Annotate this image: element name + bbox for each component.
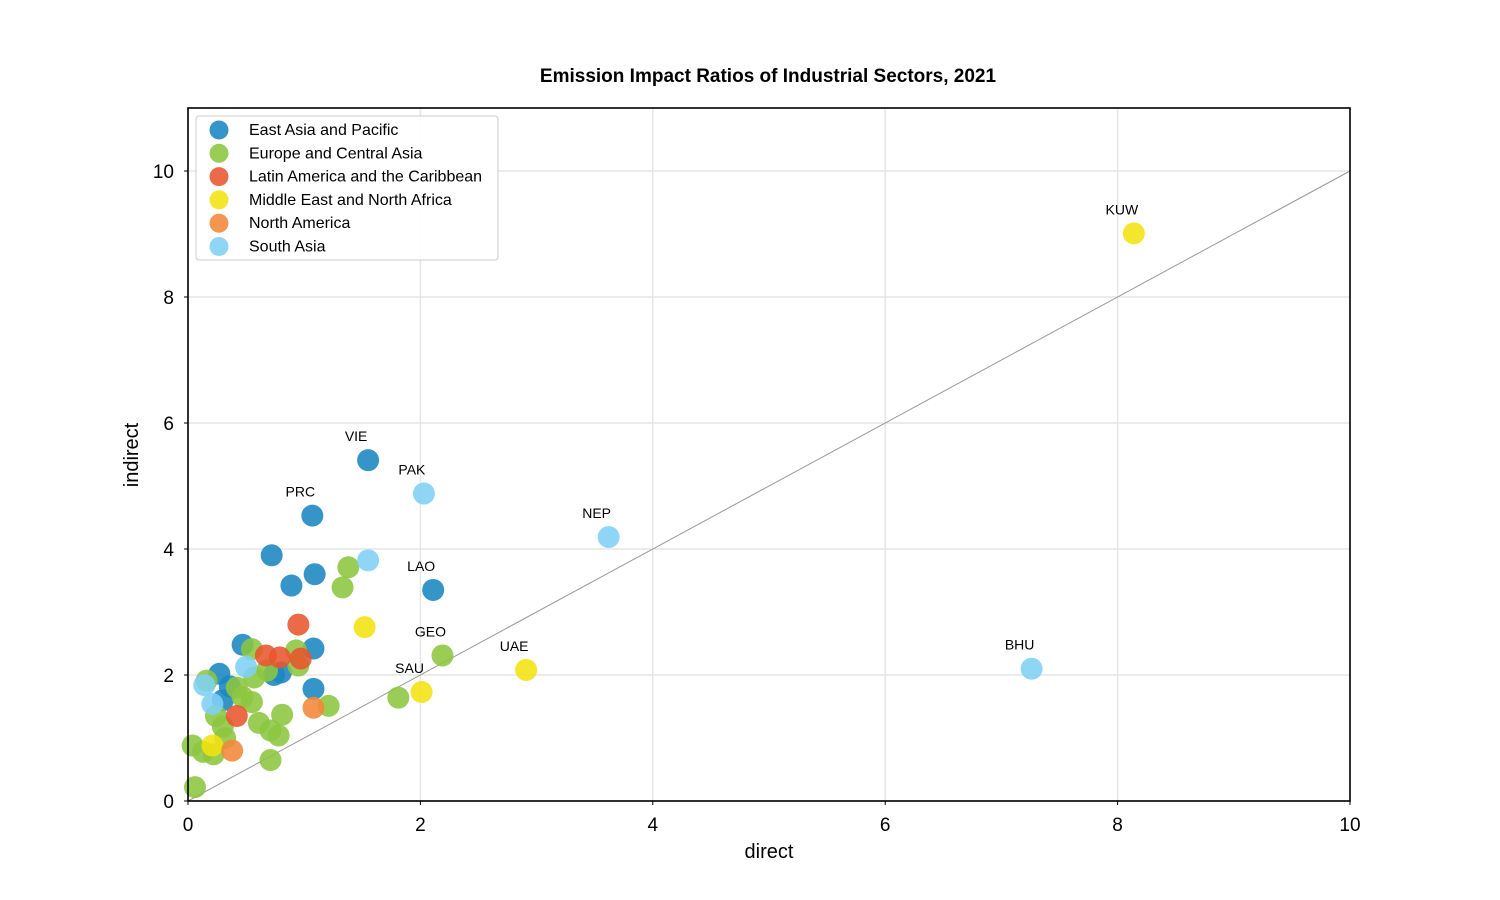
point-label-sau: SAU (395, 660, 424, 676)
legend-label-5: South Asia (249, 239, 326, 256)
x-tick-label-3: 6 (880, 815, 891, 836)
point-s0-1 (301, 504, 324, 527)
point-s3-2 (410, 681, 433, 704)
point-label-vie: VIE (345, 428, 368, 444)
point-label-prc: PRC (286, 484, 316, 500)
point-s0-5 (280, 574, 303, 597)
legend-marker-1 (209, 143, 229, 163)
point-s3-4 (201, 734, 224, 757)
point-s4-1 (221, 739, 244, 762)
legend-marker-2 (209, 167, 229, 187)
point-label-lao: LAO (407, 558, 435, 574)
y-tick-label-4: 8 (163, 288, 174, 309)
plot-frame (187, 107, 1351, 802)
point-label-nep: NEP (582, 505, 611, 521)
legend-marker-5 (209, 237, 229, 256)
x-tick-label-2: 4 (648, 815, 659, 836)
legend-label-0: East Asia and Pacific (249, 122, 398, 139)
point-labels: VIE PRC LAO GEO KUW UAE SAU PAK NEP BHU (286, 201, 1139, 676)
point-s1-2 (331, 576, 354, 599)
point-s1-12 (387, 686, 410, 709)
legend-label-4: North America (249, 215, 350, 232)
point-s5-6 (201, 692, 224, 715)
point-s4-0 (302, 696, 325, 719)
data-points (181, 222, 1145, 799)
point-label-kuw: KUW (1106, 201, 1139, 217)
point-s2-0 (287, 613, 310, 636)
y-tick-label-5: 10 (153, 162, 174, 183)
x-tick-label-1: 2 (415, 815, 426, 836)
point-s1-24 (259, 749, 282, 772)
point-s0-12 (302, 677, 325, 700)
x-tick-label-4: 8 (1112, 815, 1123, 836)
legend-label-2: Latin America and the Caribbean (249, 169, 482, 186)
point-s2-4 (225, 704, 248, 727)
y-axis-label: indirect (121, 422, 143, 487)
point-s0-0 (357, 449, 380, 472)
point-s5-0 (412, 482, 435, 505)
point-s2-2 (268, 646, 291, 669)
point-s0-3 (260, 544, 283, 567)
y-tick-label-0: 0 (163, 792, 174, 813)
point-s3-3 (353, 616, 376, 639)
legend-label-1: Europe and Central Asia (249, 145, 423, 162)
point-s2-3 (289, 647, 312, 670)
point-s3-1 (515, 658, 538, 681)
point-label-geo: GEO (415, 623, 446, 639)
point-s5-2 (1020, 657, 1043, 680)
point-label-uae: UAE (500, 638, 529, 654)
point-s5-3 (357, 549, 380, 572)
point-label-bhu: BHU (1005, 637, 1035, 653)
legend-marker-0 (209, 120, 229, 140)
point-s0-2 (422, 578, 445, 601)
point-s1-1 (337, 556, 360, 579)
chart-title: Emission Impact Ratios of Industrial Sec… (540, 66, 997, 87)
point-s5-1 (597, 526, 620, 549)
identity-line (187, 170, 1351, 802)
legend: East Asia and Pacific Europe and Central … (195, 115, 499, 261)
point-s1-14 (271, 703, 294, 726)
legend-box (195, 115, 499, 261)
legend-marker-4 (209, 213, 229, 233)
x-axis-label: direct (745, 841, 794, 863)
point-s1-11 (240, 691, 263, 714)
y-tick-label-3: 6 (163, 414, 174, 435)
reference-line (187, 170, 1351, 802)
y-tick-label-2: 4 (163, 540, 174, 561)
x-axis-ticks: 0 2 4 6 8 10 (183, 801, 1361, 836)
point-s5-4 (235, 655, 258, 678)
y-axis-ticks: 0 2 4 6 8 10 (153, 162, 188, 813)
point-label-pak: PAK (398, 462, 426, 478)
legend-label-3: Middle East and North Africa (249, 192, 452, 209)
point-s3-0 (1122, 222, 1145, 245)
x-tick-label-0: 0 (183, 815, 194, 836)
point-s1-25 (183, 776, 206, 799)
point-s5-5 (193, 674, 216, 697)
point-s1-19 (267, 724, 290, 747)
point-s0-4 (303, 563, 326, 586)
y-tick-label-1: 2 (163, 666, 174, 687)
legend-marker-3 (209, 190, 229, 210)
x-tick-label-5: 10 (1339, 815, 1360, 836)
point-s1-0 (431, 644, 454, 667)
